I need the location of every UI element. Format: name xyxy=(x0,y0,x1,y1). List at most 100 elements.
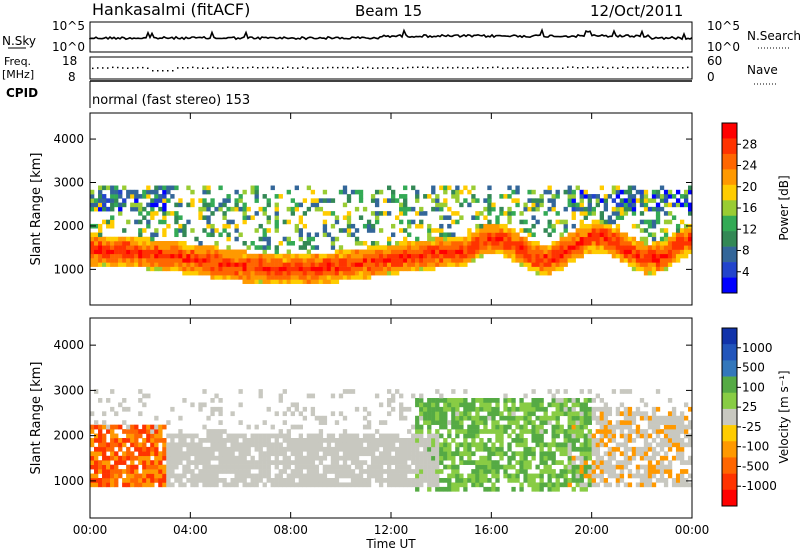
heatmap-cell xyxy=(206,253,211,259)
heatmap-cell xyxy=(587,473,592,479)
heatmap-cell xyxy=(431,473,436,479)
heatmap-cell xyxy=(443,486,448,492)
heatmap-cell xyxy=(346,389,352,394)
heatmap-cell xyxy=(687,455,693,461)
heatmap-cell xyxy=(134,219,139,225)
heatmap-cell xyxy=(403,464,408,470)
heatmap-cell xyxy=(467,446,472,452)
heatmap-cell xyxy=(198,469,203,474)
heatmap-cell xyxy=(643,451,649,457)
heatmap-cell xyxy=(591,236,596,242)
heatmap-cell xyxy=(378,249,384,255)
heatmap-cell xyxy=(651,438,657,443)
heatmap-cell xyxy=(130,451,135,457)
heatmap-cell xyxy=(158,482,163,488)
heatmap-cell xyxy=(382,262,388,267)
heatmap-cell xyxy=(306,469,312,474)
heatmap-cell xyxy=(210,411,215,417)
heatmap-cell xyxy=(266,275,271,280)
heatmap-cell xyxy=(310,253,316,259)
heatmap-cell xyxy=(471,194,476,199)
heatmap-cell xyxy=(499,206,504,212)
heatmap-cell xyxy=(639,464,645,470)
beam-title: Beam 15 xyxy=(355,2,422,20)
heatmap-cell xyxy=(142,206,147,212)
heatmap-cell xyxy=(579,249,584,255)
heatmap-cell xyxy=(270,442,275,448)
heatmap-cell xyxy=(238,420,243,425)
heatmap-cell xyxy=(427,442,432,448)
nsky-label: N.Sky xyxy=(2,34,36,48)
heatmap-cell xyxy=(635,266,641,272)
heatmap-cell xyxy=(487,486,492,492)
heatmap-cell xyxy=(399,206,404,212)
heatmap-cell xyxy=(114,442,119,448)
heatmap-cell xyxy=(623,455,629,461)
heatmap-cell xyxy=(350,275,356,280)
heatmap-cell xyxy=(334,473,340,479)
heatmap-cell xyxy=(158,460,163,465)
heatmap-cell xyxy=(467,473,472,479)
heatmap-cell xyxy=(270,478,275,483)
heatmap-cell xyxy=(282,275,287,280)
heatmap-cell xyxy=(431,398,436,403)
heatmap-cell xyxy=(683,194,689,199)
heatmap-cell xyxy=(278,460,283,465)
heatmap-cell xyxy=(471,402,476,408)
heatmap-cell xyxy=(338,262,344,267)
colorbar-swatch xyxy=(722,473,737,491)
heatmap-cell xyxy=(495,424,500,430)
heatmap-cell xyxy=(210,249,215,255)
heatmap-cell xyxy=(322,211,328,216)
heatmap-cell xyxy=(254,433,259,439)
heatmap-cell xyxy=(391,266,396,272)
heatmap-cell xyxy=(362,258,368,263)
heatmap-cell xyxy=(563,473,568,479)
heatmap-cell xyxy=(110,438,115,443)
heatmap-cell xyxy=(266,442,271,448)
heatmap-cell xyxy=(242,433,247,439)
heatmap-cell xyxy=(102,433,107,439)
heatmap-cell xyxy=(134,262,139,267)
heatmap-cell xyxy=(619,402,625,408)
heatmap-cell xyxy=(499,464,504,470)
heatmap-cell xyxy=(399,411,404,417)
heatmap-cell xyxy=(399,194,404,199)
heatmap-cell xyxy=(158,424,163,430)
heatmap-cell xyxy=(254,275,259,280)
heatmap-cell xyxy=(627,185,633,191)
heatmap-cell xyxy=(507,411,512,417)
cpid-label: CPID xyxy=(6,86,38,100)
heatmap-cell xyxy=(342,473,348,479)
heatmap-cell xyxy=(663,478,669,483)
heatmap-cell xyxy=(491,442,496,448)
heatmap-cell xyxy=(583,451,588,457)
heatmap-cell xyxy=(266,438,271,443)
heatmap-cell xyxy=(647,249,653,255)
heatmap-cell xyxy=(507,245,512,250)
heatmap-cell xyxy=(523,438,528,443)
heatmap-cell xyxy=(110,219,115,225)
heatmap-cell xyxy=(631,211,637,216)
heatmap-cell xyxy=(451,415,456,421)
heatmap-cell xyxy=(423,469,428,474)
heatmap-cell xyxy=(615,460,621,465)
freq-dot xyxy=(397,67,399,70)
heatmap-cell xyxy=(138,389,143,394)
heatmap-cell xyxy=(575,420,580,425)
heatmap-cell xyxy=(114,236,119,242)
heatmap-cell xyxy=(567,249,572,255)
heatmap-cell xyxy=(579,486,584,492)
heatmap-cell xyxy=(110,469,115,474)
colorbar-tick-label: -25 xyxy=(742,420,762,434)
heatmap-cell xyxy=(627,389,633,394)
heatmap-cell xyxy=(407,206,412,212)
heatmap-cell xyxy=(443,464,448,470)
heatmap-cell xyxy=(154,429,159,434)
heatmap-cell xyxy=(310,202,316,208)
heatmap-cell xyxy=(354,406,360,412)
heatmap-cell xyxy=(471,258,476,263)
heatmap-cell xyxy=(503,223,508,229)
heatmap-cell xyxy=(447,258,452,263)
heatmap-cell xyxy=(683,478,689,483)
